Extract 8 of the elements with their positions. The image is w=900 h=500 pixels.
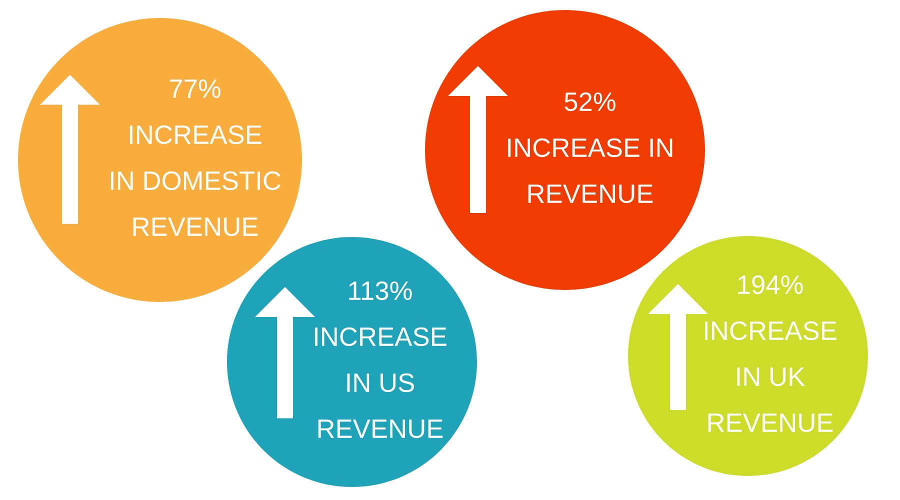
data-label: 113% bbox=[349, 281, 412, 300]
category-label: INCREASE IN US REVENUE bbox=[314, 327, 446, 438]
category-label: INCREASE IN DOMESTIC REVENUE bbox=[110, 125, 280, 236]
data-label: 194% bbox=[738, 275, 803, 294]
category-label: INCREASE IN UK REVENUE bbox=[704, 321, 836, 432]
data-label: 52% bbox=[564, 92, 616, 112]
data-label: 77% bbox=[170, 80, 220, 98]
category-label: INCREASE IN REVENUE bbox=[508, 138, 672, 204]
